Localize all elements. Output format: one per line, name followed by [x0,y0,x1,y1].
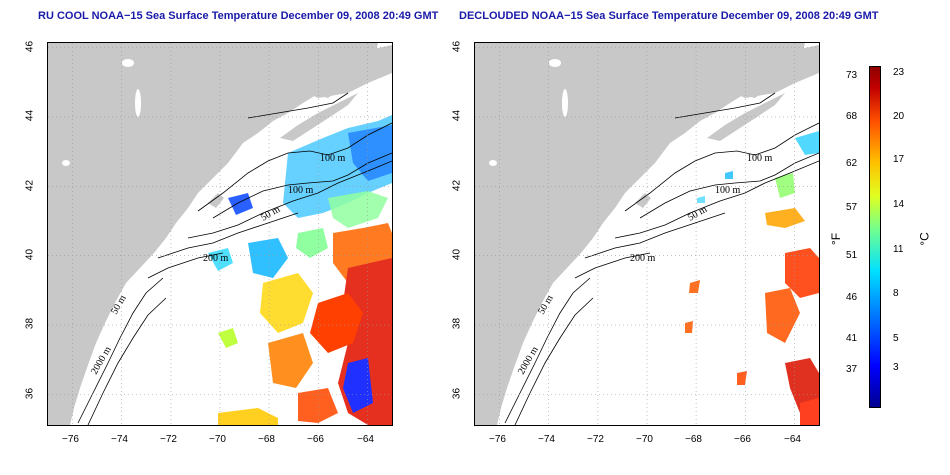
x-tick-label: −70 [209,434,226,445]
contour-label: 100 m [320,153,346,164]
y-tick-label: 36 [451,387,463,400]
celsius-tick: 8 [893,288,899,299]
celsius-tick: 14 [893,199,905,210]
celsius-tick: 11 [893,244,904,255]
x-tick-label: −74 [111,434,128,445]
left-map-title: RU COOL NOAA−15 Sea Surface Temperature … [38,10,439,22]
fahrenheit-tick: 37 [846,364,858,375]
y-tick-label: 38 [451,317,463,330]
y-tick-label: 36 [24,387,36,400]
x-tick-label: −76 [62,434,79,445]
x-tick-label: −72 [160,434,177,445]
fahrenheit-tick: 57 [846,202,858,213]
y-tick-label: 42 [24,179,36,192]
y-tick-label: 46 [24,40,36,53]
x-tick-label: −74 [538,434,555,445]
contour-label: 200 m [203,253,229,264]
contour-label: 100 m [747,153,773,164]
bathymetry-contours [504,92,819,425]
x-tick-label: −64 [784,434,801,445]
y-tick-label: 40 [24,248,36,261]
fahrenheit-unit-label: °F [829,232,844,246]
celsius-tick: 23 [893,67,905,78]
y-tick-label: 44 [451,109,463,122]
land-mass [475,43,805,425]
contour-label: 100 m [715,185,741,196]
celsius-tick: 5 [893,333,899,344]
celsius-tick: 17 [893,154,905,165]
x-tick-label: −76 [489,434,506,445]
celsius-tick: 3 [893,362,899,373]
right-sst-map: 100 m 100 m 50 m 200 m 50 m 2000 m [474,42,820,426]
fahrenheit-tick: 41 [846,333,858,344]
x-tick-label: −66 [307,434,324,445]
contour-label: 100 m [288,185,314,196]
x-tick-label: −72 [587,434,604,445]
bathymetry-contours [77,92,392,425]
fahrenheit-tick: 46 [846,292,858,303]
fahrenheit-tick: 68 [846,111,858,122]
fahrenheit-tick: 62 [846,158,858,169]
y-tick-label: 40 [451,248,463,261]
sst-data-pixels [208,115,392,425]
x-tick-label: −68 [685,434,702,445]
celsius-tick: 20 [893,111,905,122]
right-map-title: DECLOUDED NOAA−15 Sea Surface Temperatur… [459,10,879,22]
celsius-unit-label: °C [917,232,932,246]
x-tick-label: −68 [258,434,275,445]
fahrenheit-tick: 73 [846,70,858,81]
x-tick-label: −70 [636,434,653,445]
y-tick-label: 44 [24,109,36,122]
temperature-colorbar [869,66,881,408]
y-tick-label: 42 [451,179,463,192]
x-tick-label: −66 [734,434,751,445]
y-tick-label: 46 [451,40,463,53]
contour-label: 200 m [630,253,656,264]
land-mass [48,43,378,425]
left-sst-map: 100 m 100 m 50 m 200 m 50 m 2000 m [47,42,393,426]
sst-data-pixels [685,131,819,425]
y-tick-label: 38 [24,317,36,330]
fahrenheit-tick: 51 [846,250,858,261]
x-tick-label: −64 [357,434,374,445]
